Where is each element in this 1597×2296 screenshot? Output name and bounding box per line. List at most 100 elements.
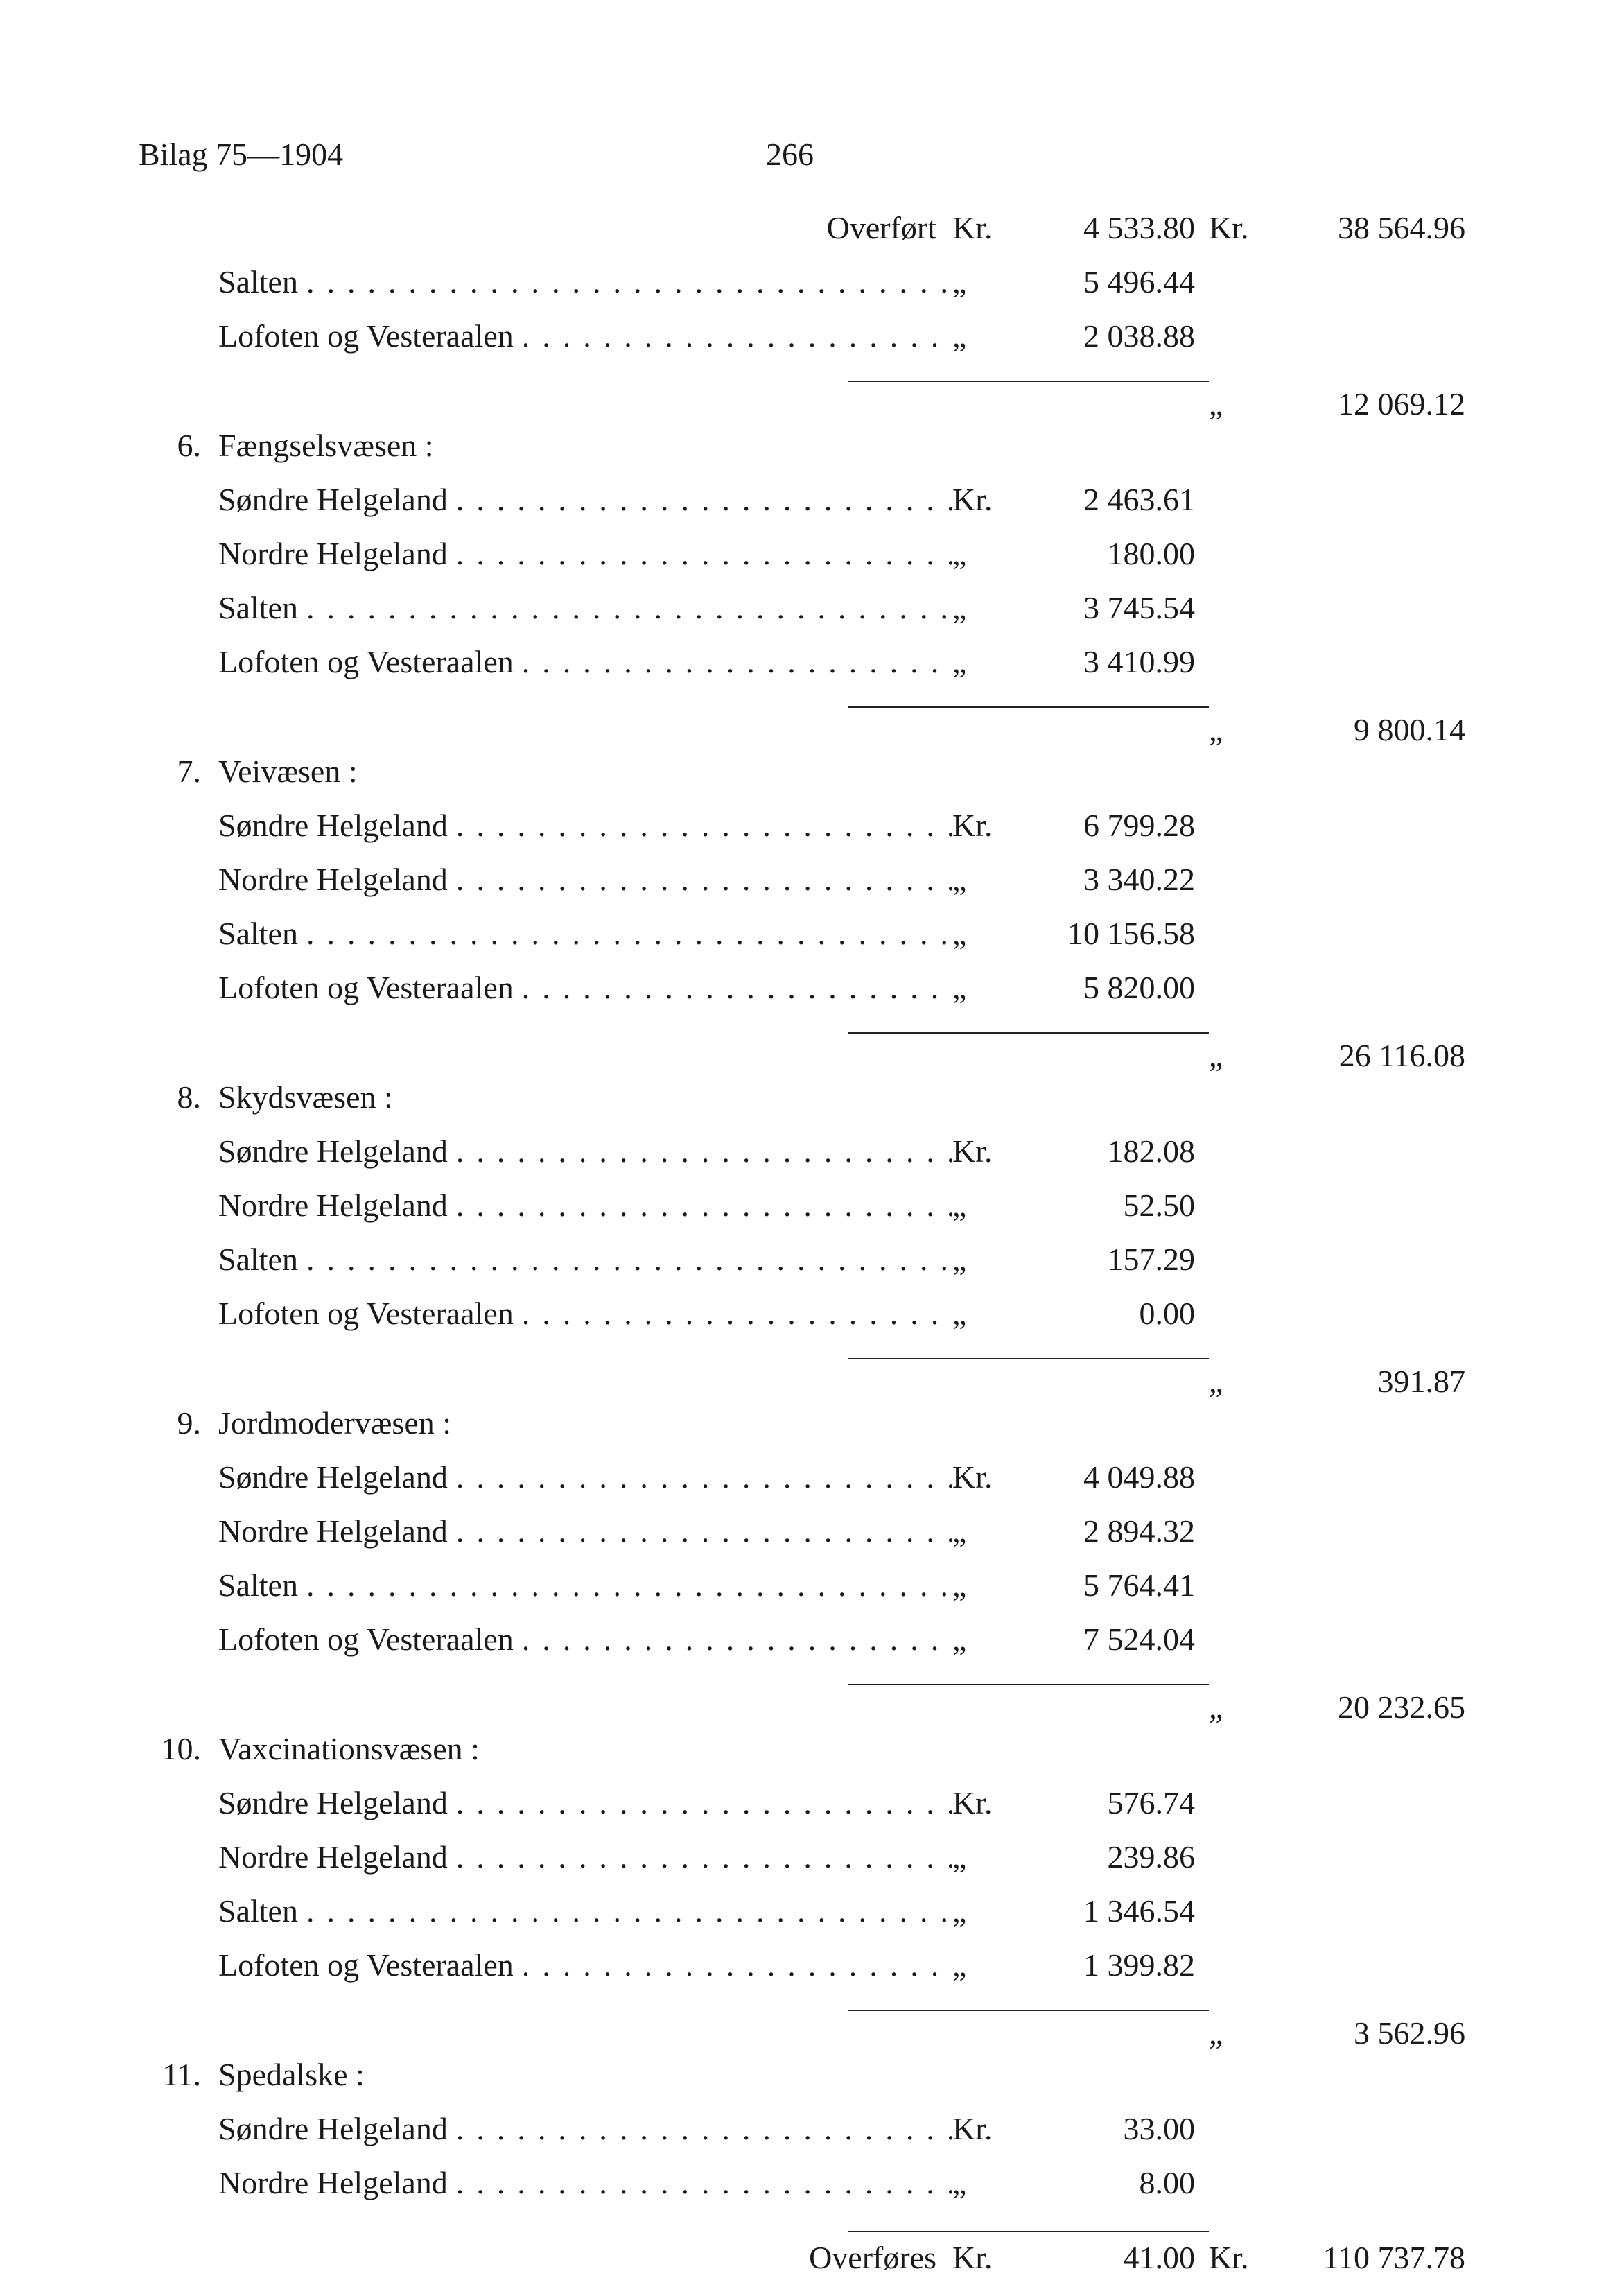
leader-dots: .................................... [448,484,952,516]
leader-dots: .................................... [298,1569,952,1601]
item-unit: „ [952,1190,1015,1221]
subtotal-amount: 3 562.96 [1285,2017,1465,2049]
section-title: Jordmodervæsen : [218,1407,451,1439]
section-title: Skydsvæsen : [218,1081,393,1113]
subtotal-line: „ 12 069.12 [132,388,1465,430]
list-item: Salten .................................… [132,266,1465,320]
item-unit: „ [952,1244,1015,1276]
list-item: Lofoten og Vesteraalen..................… [132,972,1465,1026]
leader-dots: .................................... [448,810,952,842]
list-item: Søndre Helgeland........................… [132,484,1465,538]
section-header: 10.Vaxcinationsvæsen : [132,1733,1465,1787]
list-item: Salten..................................… [132,1569,1465,1624]
item-label: Søndre Helgeland [218,484,448,516]
subtotal-amount: 26 116.08 [1285,1040,1465,1072]
leader-dots: .................................... [448,1190,952,1221]
leader-dots: .................................... [448,2167,952,2199]
subtotal-amount: 12 069.12 [1285,388,1465,420]
item-amount: 3 340.22 [1015,864,1202,896]
carry-forward-total: 110 737.78 [1285,2242,1465,2274]
item-amount: 180.00 [1015,538,1202,570]
list-item: Salten..................................… [132,592,1465,646]
item-amount: 4 049.88 [1015,1461,1202,1493]
leader-dots: .................................... [448,1787,952,1819]
subtotal-unit: „ [1202,714,1285,746]
item-label: Nordre Helgeland [218,538,448,570]
item-unit: „ [952,918,1015,950]
item-label: Søndre Helgeland [218,1787,448,1819]
item-amount: 2 463.61 [1015,484,1202,516]
item-label: Lofoten og Vesteraalen [218,1949,514,1981]
list-item: Lofoten og Vesteraalen..................… [132,1298,1465,1352]
subtotal-line: „3 562.96 [132,2017,1465,2059]
subtotal-amount: 20 232.65 [1285,1691,1465,1723]
leader-dots: .................................... [298,918,952,950]
item-label: Nordre Helgeland [218,864,448,896]
item-label: Salten [218,1569,298,1601]
leader-dots: .................................... [448,864,952,896]
subtotal-unit: „ [1202,1040,1285,1072]
subtotal-rule [132,700,1465,714]
carry-forward-rule [132,2221,1465,2242]
item-unit: „ [952,1841,1015,1873]
item-unit: Kr. [952,810,1015,842]
header-left: Bilag 75—1904 [139,139,343,171]
leader-dots: .................................... [514,646,952,678]
list-item: Søndre Helgeland........................… [132,2113,1465,2167]
list-item: Salten..................................… [132,1244,1465,1298]
item-amount: 157.29 [1015,1244,1202,1276]
leader-dots: .................................... [298,1895,952,1927]
carry-forward-unit: Kr. [952,2242,1015,2274]
subtotal-rule [132,1352,1465,1366]
item-amount: 5 820.00 [1015,972,1202,1004]
item-amount: 3 410.99 [1015,646,1202,678]
carry-over-amount: 4 533.80 [1015,212,1202,244]
list-item: Nordre Helgeland........................… [132,864,1465,918]
leader-dots: .................................... [514,1949,952,1981]
item-unit: „ [952,592,1015,624]
item-unit: „ [952,266,1015,298]
ledger-content: Overført Kr. 4 533.80 Kr. 38 564.96 Salt… [132,212,1465,2296]
subtotal-line: „9 800.14 [132,714,1465,756]
leader-dots: .................................... [448,2113,952,2145]
item-unit: „ [952,646,1015,678]
subtotal-rule [132,1026,1465,1040]
item-label: Lofoten og Vesteraalen [218,1298,514,1330]
item-unit: „ [952,1949,1015,1981]
item-amount: 33.00 [1015,2113,1202,2145]
section-title: Vaxcinationsvæsen : [218,1733,480,1765]
carry-forward-amount: 41.00 [1015,2242,1202,2274]
section-header: 9.Jordmodervæsen : [132,1407,1465,1461]
subtotal-rule [132,374,1465,388]
section-number: 6. [132,430,218,462]
section-header: 7.Veivæsen : [132,756,1465,810]
section-header: 8.Skydsvæsen : [132,1081,1465,1136]
leader-dots: .................................... [514,320,952,352]
item-amount: 2 894.32 [1015,1515,1202,1547]
item-label: Salten [218,1244,298,1276]
item-label: Nordre Helgeland [218,2167,448,2199]
carry-forward-label: Overføres [809,2242,936,2274]
item-label: Salten [218,1895,298,1927]
list-item: Salten..................................… [132,918,1465,972]
section-title: Spedalske : [218,2059,365,2091]
item-amount: 5 496.44 [1015,266,1202,298]
subtotal-unit: „ [1202,1366,1285,1398]
page-header: Bilag 75—1904 266 [132,139,1465,171]
item-label: Søndre Helgeland [218,810,448,842]
item-unit: „ [952,972,1015,1004]
subtotal-unit: „ [1202,2017,1285,2049]
section-number: 10. [132,1733,218,1765]
section-header: 11.Spedalske : [132,2059,1465,2113]
item-unit: „ [952,1624,1015,1655]
list-item: Nordre Helgeland........................… [132,1841,1465,1895]
leader-dots: .................................... [448,1136,952,1167]
item-amount: 5 764.41 [1015,1569,1202,1601]
leader-dots: .................................... [514,1298,952,1330]
subtotal-unit: „ [1202,1691,1285,1723]
leader-dots: .................................... [514,1624,952,1655]
leader-dots: .................................... [298,266,952,298]
subtotal-line: „26 116.08 [132,1040,1465,1081]
leader-dots: .................................... [514,972,952,1004]
carry-over-unit2: Kr. [1202,212,1285,244]
